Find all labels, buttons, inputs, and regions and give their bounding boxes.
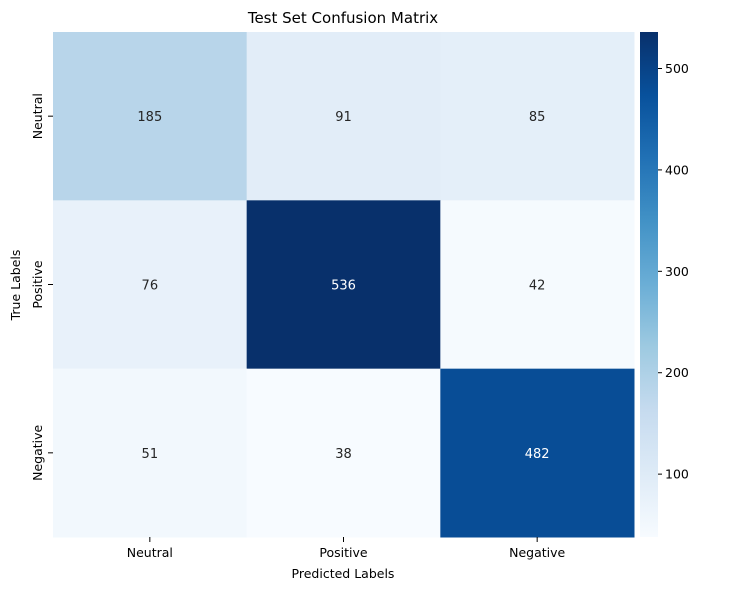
heatmap-cell <box>53 200 248 370</box>
heatmap-cell <box>246 368 441 538</box>
cell-value-label: 85 <box>529 110 546 125</box>
x-axis-label: Predicted Labels <box>292 566 395 581</box>
heatmap-cell <box>246 200 441 370</box>
heatmap-cell <box>53 368 248 538</box>
cell-value-label: 42 <box>529 279 546 294</box>
heatmap-cell <box>246 32 441 201</box>
heatmap-cell <box>440 32 635 201</box>
cell-value-label: 536 <box>331 279 356 294</box>
y-tick-label: Positive <box>30 260 45 308</box>
cell-value-label: 482 <box>525 447 550 462</box>
y-axis-ticks: Neutral Positive Negative <box>30 93 53 481</box>
heatmap-cell <box>440 368 635 538</box>
cell-value-label: 185 <box>137 110 162 125</box>
chart-title: Test Set Confusion Matrix <box>247 9 438 27</box>
y-tick-label: Negative <box>30 424 45 480</box>
colorbar-tick-label: 300 <box>665 264 689 279</box>
colorbar-tick-label: 500 <box>665 61 689 76</box>
colorbar: 100 200 300 400 500 <box>640 32 689 537</box>
cell-value-label: 91 <box>335 110 352 125</box>
heatmap-cell <box>440 200 635 370</box>
colorbar-tick-label: 400 <box>665 162 689 177</box>
x-tick-label: Positive <box>319 545 367 560</box>
cell-value-label: 38 <box>335 447 352 462</box>
y-axis-label: True Labels <box>8 250 23 322</box>
heatmap-cell <box>53 32 248 201</box>
heatmap-cells: 185 91 85 76 536 42 51 38 482 <box>53 32 635 538</box>
colorbar-gradient <box>640 32 658 537</box>
colorbar-tick-label: 200 <box>665 365 689 380</box>
colorbar-tick-label: 100 <box>665 467 689 482</box>
x-tick-label: Negative <box>509 545 565 560</box>
cell-value-label: 76 <box>142 279 159 294</box>
x-tick-label: Neutral <box>127 545 173 560</box>
y-tick-label: Neutral <box>30 93 45 139</box>
x-axis-ticks: Neutral Positive Negative <box>127 537 566 560</box>
cell-value-label: 51 <box>142 447 159 462</box>
colorbar-ticks: 100 200 300 400 500 <box>658 61 689 482</box>
